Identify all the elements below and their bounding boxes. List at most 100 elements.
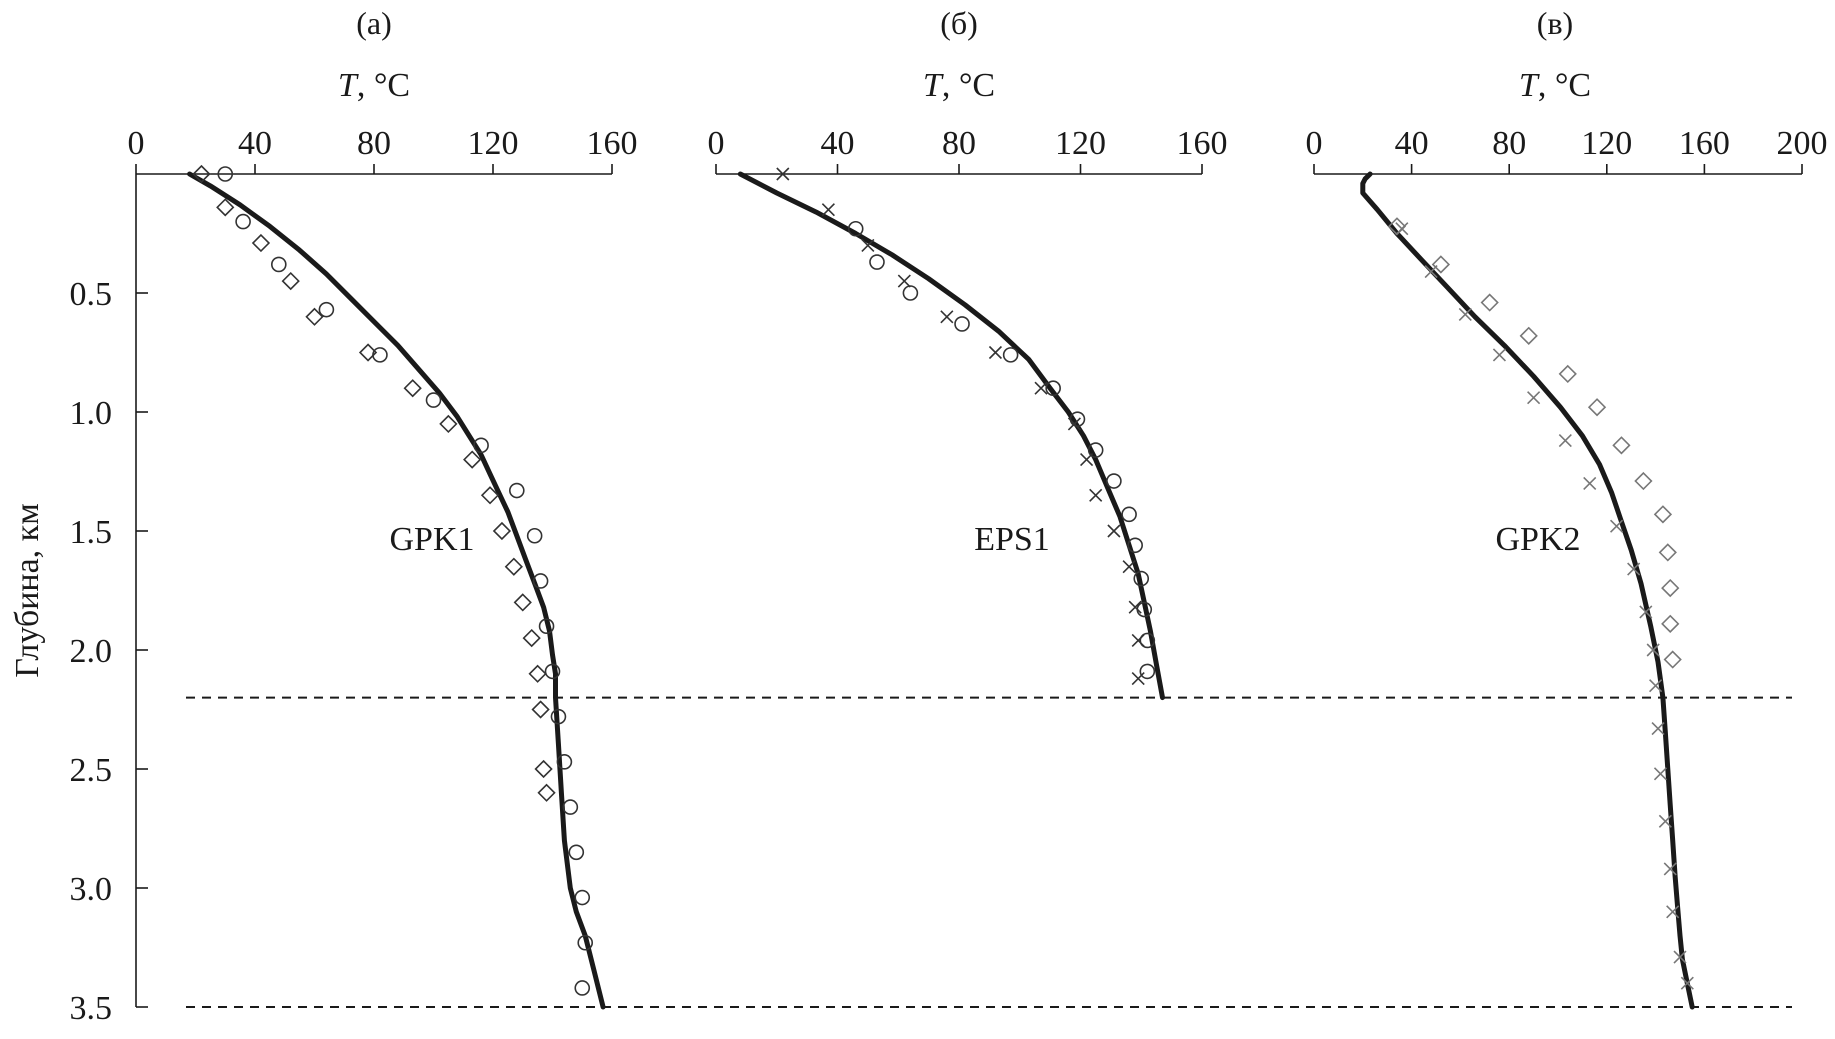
panel-a-xlabel: T, °C: [338, 67, 410, 104]
data-point-diamond: [1658, 543, 1677, 562]
data-point-diamond: [1387, 217, 1407, 236]
data-point-diamond: [531, 700, 550, 719]
data-point-diamond: [403, 379, 422, 398]
temperature-tick-label: 160: [587, 125, 638, 162]
data-point-circle: [508, 482, 525, 499]
data-point-circle: [550, 708, 567, 725]
depth-axis-title: Глубина, км: [9, 503, 46, 677]
model-temperature-line: [187, 171, 606, 1010]
data-point-cross: [1658, 814, 1672, 828]
data-point-cross: [1680, 976, 1694, 990]
data-point-diamond: [439, 414, 458, 434]
data-point-diamond: [358, 343, 378, 362]
data-point-cross: [1666, 905, 1680, 919]
data-point-circle: [318, 301, 335, 318]
panel-a-xlabel-unit: , °C: [357, 67, 410, 104]
panel-b-xlabel-unit: , °C: [942, 67, 995, 104]
data-point-cross: [1651, 721, 1665, 736]
panel-b-xlabel: T, °C: [923, 67, 995, 104]
data-point-circle: [526, 527, 543, 544]
data-point-cross: [861, 238, 875, 252]
panel-b-eps1: (б) T, °C EPS1 0 40 80 120 160: [708, 5, 1228, 701]
data-point-circle: [544, 663, 561, 680]
temperature-tick-label: 120: [468, 125, 519, 162]
data-point-diamond: [192, 164, 211, 184]
temperature-tick-label: 40: [821, 125, 855, 162]
data-point-circle: [1139, 663, 1156, 680]
data-point-circle: [532, 573, 549, 589]
data-point-circle: [902, 285, 919, 301]
data-point-cross: [1653, 767, 1668, 781]
data-point-circle: [1045, 380, 1061, 397]
depth-tick-label: 2.0: [70, 633, 113, 670]
data-point-circle: [556, 754, 573, 770]
data-point-cross: [1527, 391, 1541, 405]
data-point-cross: [940, 310, 954, 324]
data-point-circle: [235, 213, 251, 230]
data-point-cross: [1673, 950, 1687, 964]
data-point-circle: [1133, 570, 1150, 587]
data-point-diamond: [492, 521, 512, 541]
data-point-cross: [1646, 643, 1660, 657]
data-point-circle: [574, 889, 591, 906]
panel-c-xlabel: T, °C: [1519, 67, 1591, 104]
temperature-tick-label: 0: [1306, 125, 1323, 162]
panel-a-label: (а): [356, 5, 392, 41]
data-point-cross: [1131, 671, 1145, 686]
panel-c-annotation: GPK2: [1495, 521, 1580, 558]
data-point-cross: [1558, 433, 1572, 448]
data-point-diamond: [216, 198, 235, 217]
panel-c-xlabel-unit: , °C: [1538, 67, 1591, 104]
data-point-diamond: [281, 271, 300, 291]
data-point-cross: [1627, 562, 1641, 576]
data-point-cross: [1663, 862, 1677, 876]
panel-a-annotation: GPK1: [389, 521, 474, 558]
panel-c-gpk2: (в) T, °C GPK2 0 40 80 120 160 200: [1306, 5, 1828, 1010]
data-point-cross: [1034, 381, 1048, 395]
temperature-tick-label: 0: [128, 125, 145, 162]
panel-b-label: (б): [940, 5, 978, 41]
depth-tick-label: 3.5: [70, 990, 113, 1027]
data-point-circle: [1139, 632, 1156, 649]
data-point-diamond: [1587, 398, 1607, 417]
temperature-tick-label: 40: [1395, 125, 1429, 162]
temperature-tick-label: 40: [238, 125, 272, 162]
data-point-cross: [1107, 524, 1121, 538]
data-point-cross: [897, 274, 911, 288]
panel-a-gpk1: (а) T, °C GPK1 0 40 80 120 160: [128, 5, 638, 1010]
data-point-diamond: [522, 628, 541, 648]
data-point-circle: [562, 799, 579, 815]
data-point-circle: [568, 844, 585, 861]
panel-b-xlabel-symbol: T: [923, 67, 944, 104]
data-point-circle: [869, 254, 885, 270]
temperature-tick-label: 80: [1492, 125, 1526, 162]
temperature-tick-label: 80: [357, 125, 391, 162]
data-point-cross: [1089, 488, 1103, 502]
data-point-circle: [1106, 473, 1122, 489]
data-point-diamond: [1480, 293, 1499, 312]
panel-c-xlabel-symbol: T: [1519, 67, 1540, 104]
data-point-circle: [954, 316, 970, 332]
data-point-cross: [1583, 476, 1597, 490]
data-point-cross: [1649, 679, 1663, 693]
data-point-diamond: [1661, 614, 1680, 633]
data-point-circle: [1069, 411, 1086, 427]
depth-axis: 0.5 1.0 1.5 2.0 2.5 3.0 3.5 Глубина, км: [9, 174, 148, 1027]
temperature-tick-label: 160: [1177, 125, 1228, 162]
data-point-diamond: [528, 664, 547, 683]
data-point-circle: [1127, 537, 1143, 554]
depth-tick-label: 2.5: [70, 752, 113, 789]
data-point-circle: [577, 934, 594, 951]
data-point-cross: [821, 203, 835, 217]
data-point-circle: [538, 618, 555, 635]
reference-depth-lines: [186, 696, 1792, 1008]
data-point-circle: [1121, 506, 1137, 523]
panel-b-annotation: EPS1: [974, 521, 1050, 558]
data-point-diamond: [1663, 650, 1682, 669]
data-point-cross: [1122, 560, 1136, 574]
data-point-cross: [988, 345, 1003, 360]
temperature-tick-label: 120: [1581, 125, 1632, 162]
data-point-cross: [1492, 348, 1507, 362]
data-point-diamond: [1558, 364, 1577, 384]
